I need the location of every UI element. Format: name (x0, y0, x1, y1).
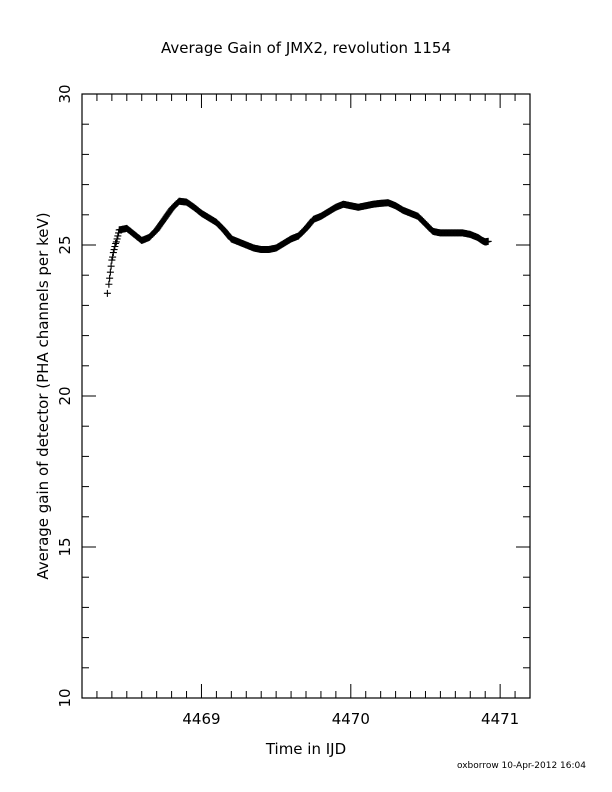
data-point (484, 237, 492, 245)
y-tick-labels: 10 15 20 25 30 (56, 84, 74, 707)
data-point (105, 280, 113, 288)
y-axis-label: Average gain of detector (PHA channels p… (34, 212, 52, 579)
data-point (109, 249, 117, 257)
x-tick-labels: 4469 4470 4471 (182, 710, 519, 728)
axis-ticks (81, 93, 531, 699)
y-tick-label: 10 (56, 688, 74, 707)
y-tick-label: 30 (56, 84, 74, 103)
data-point (114, 232, 122, 240)
data-point (106, 268, 114, 276)
data-point (113, 235, 121, 243)
y-tick-label: 15 (56, 537, 74, 556)
data-point (112, 239, 120, 247)
data-point (108, 256, 116, 264)
footer-credit: oxborrow 10-Apr-2012 16:04 (457, 761, 586, 771)
y-tick-label: 20 (56, 386, 74, 405)
x-tick-label: 4469 (182, 710, 220, 728)
data-point (112, 238, 120, 246)
data-point (109, 253, 117, 261)
x-tick-label: 4471 (481, 710, 519, 728)
plot-frame (81, 93, 531, 699)
data-point (111, 243, 119, 251)
data-point (107, 262, 115, 270)
data-point (103, 289, 111, 297)
x-axis-label: Time in IJD (265, 740, 346, 758)
data-point (106, 274, 114, 282)
y-tick-label: 25 (56, 235, 74, 254)
data-point (110, 246, 118, 254)
x-tick-label: 4470 (332, 710, 370, 728)
data-points (103, 197, 492, 297)
chart-title: Average Gain of JMX2, revolution 1154 (161, 39, 451, 57)
